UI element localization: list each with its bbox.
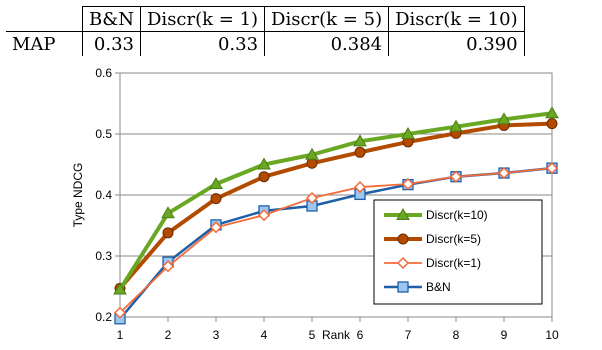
- y-tick-label-3: 0.5: [95, 127, 112, 141]
- x-tick-label-3: 4: [261, 328, 268, 342]
- x-tick-label-1: 2: [165, 328, 172, 342]
- series-line-discr-k-5: [118, 121, 553, 290]
- series-discr-k-1: [113, 162, 559, 319]
- header-bn: B&N: [82, 6, 141, 32]
- y-tick-label-4: 0.6: [95, 66, 112, 80]
- header-discr-k5: Discr(k = 5): [264, 6, 390, 32]
- data-point-discr-k-5-4: [258, 171, 270, 183]
- data-point-discr-k-1-9: [497, 166, 511, 180]
- data-point-discr-k-1-1: [113, 306, 127, 319]
- data-point-discr-k-10-8: [449, 119, 463, 132]
- data-point-discr-k-1-7: [401, 177, 415, 191]
- map-value-bn: 0.33: [82, 31, 141, 56]
- map-value-discr-k5: 0.384: [264, 31, 390, 56]
- x-tick-label-8: 9: [501, 328, 508, 342]
- data-point-discr-k-10-3: [209, 177, 223, 190]
- table-corner-cell: [6, 6, 83, 32]
- data-point-discr-k-10-5: [305, 147, 319, 160]
- data-point-discr-k-1-8: [449, 170, 463, 183]
- legend-label-discr-k-5: Discr(k=5): [426, 232, 481, 246]
- ndcg-line-chart: 0.2 0.3 0.4 0.5 0.6 1 2 3 4 5 6 7 8 9 10 Rank Type NDCG D…: [71, 66, 559, 342]
- x-axis-label: Rank: [322, 328, 351, 342]
- series-line-discr-k-10: [118, 111, 553, 291]
- data-point-discr-k-10-6: [353, 134, 367, 147]
- x-tick-label-0: 1: [117, 328, 124, 342]
- legend-label-b-n: B&N: [426, 280, 451, 294]
- map-value-discr-k1: 0.33: [139, 31, 266, 56]
- table-header-row: B&N Discr(k = 1) Discr(k = 5) Discr(k = …: [6, 6, 525, 32]
- data-point-discr-k-10-7: [401, 126, 415, 139]
- data-point-discr-k-1-10: [545, 162, 559, 175]
- data-point-discr-k-1-5: [305, 191, 319, 205]
- map-table: B&N Discr(k = 1) Discr(k = 5) Discr(k = …: [6, 6, 525, 56]
- x-tick-label-5: 6: [357, 328, 364, 342]
- data-point-discr-k-10-1: [113, 282, 127, 295]
- x-tick-label-9: 10: [545, 328, 559, 342]
- data-point-discr-k-1-3: [209, 221, 223, 234]
- table-row-map: MAP 0.33 0.33 0.384 0.390: [6, 31, 525, 56]
- x-tick-label-6: 7: [405, 328, 412, 342]
- y-axis-label: Type NDCG: [71, 163, 85, 228]
- legend-marker-b-n: [397, 281, 409, 293]
- data-point-discr-k-1-6: [353, 181, 367, 194]
- x-tick-label-7: 8: [453, 328, 460, 342]
- legend-label-discr-k-1: Discr(k=1): [426, 256, 481, 270]
- data-point-discr-k-5-2: [162, 227, 174, 239]
- data-point-discr-k-10-4: [257, 157, 271, 170]
- data-point-discr-k-10-2: [161, 206, 175, 219]
- data-point-discr-k-5-10: [546, 118, 558, 130]
- data-point-discr-k-5-5: [306, 157, 318, 169]
- row-label-map: MAP: [6, 31, 83, 56]
- data-point-discr-k-10-9: [497, 112, 511, 125]
- series-line-discr-k-1: [119, 167, 553, 314]
- data-point-discr-k-5-3: [210, 193, 222, 205]
- y-tick-label-0: 0.2: [95, 310, 112, 324]
- y-tick-label-2: 0.4: [95, 188, 112, 202]
- data-point-discr-k-5-6: [354, 146, 366, 158]
- legend-marker-discr-k-10: [396, 207, 410, 220]
- legend-marker-discr-k-5: [397, 233, 409, 245]
- header-discr-k10: Discr(k = 10): [388, 6, 525, 32]
- data-point-discr-k-10-10: [545, 106, 559, 119]
- data-point-discr-k-1-4: [257, 209, 271, 222]
- legend-marker-discr-k-1: [396, 256, 410, 270]
- map-value-discr-k10: 0.390: [388, 31, 525, 56]
- x-tick-label-2: 3: [213, 328, 220, 342]
- header-discr-k1: Discr(k = 1): [139, 6, 266, 32]
- legend: Discr(k=10) Discr(k=5) Discr(k=1) B&N: [373, 199, 543, 305]
- y-tick-label-1: 0.3: [95, 249, 112, 263]
- x-tick-label-4: 5: [309, 328, 316, 342]
- series-discr-k-10: [113, 106, 559, 295]
- data-point-discr-k-1-2: [161, 260, 175, 273]
- legend-label-discr-k-10: Discr(k=10): [426, 208, 488, 222]
